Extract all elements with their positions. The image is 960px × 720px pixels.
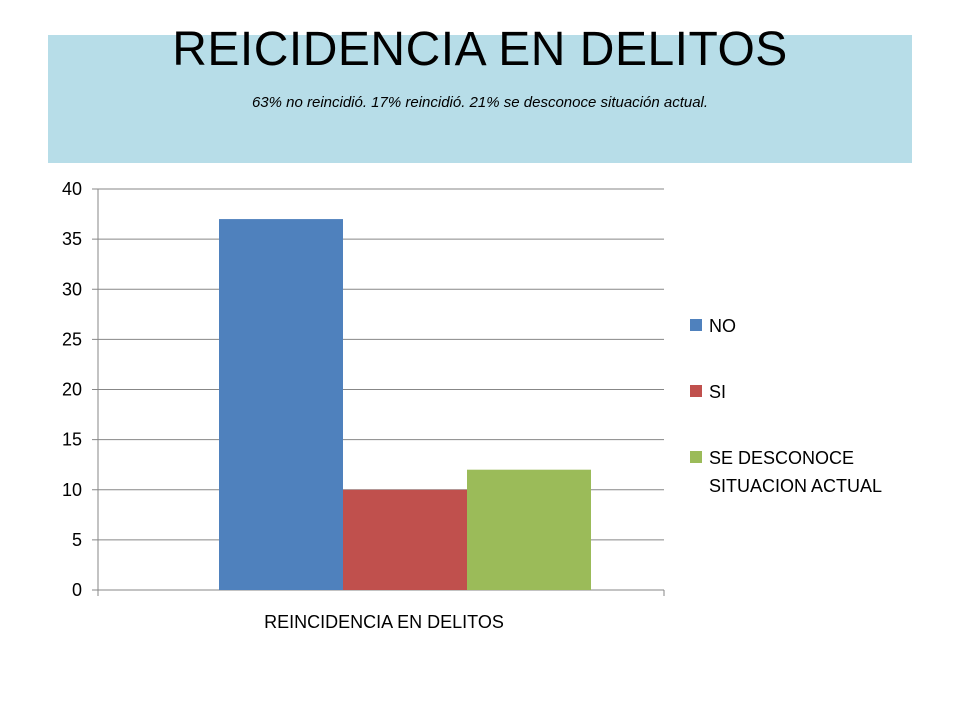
x-category-label: REINCIDENCIA EN DELITOS	[264, 612, 504, 632]
slide-subtitle: 63% no reincidió. 17% reincidió. 21% se …	[251, 94, 709, 111]
legend-label: SE DESCONOCE	[709, 448, 854, 468]
y-tick-label: 40	[62, 179, 82, 199]
y-tick-label: 30	[62, 279, 82, 299]
slide-title: REICIDENCIA EN DELITOS	[172, 23, 788, 76]
legend-swatch	[690, 319, 702, 331]
legend-label: SITUACION ACTUAL	[709, 476, 882, 496]
bar-si	[343, 489, 467, 590]
legend-swatch	[690, 451, 702, 463]
bar-se-desconoce-situacion-actual	[467, 469, 591, 590]
y-tick-label: 5	[72, 530, 82, 550]
y-tick-label: 25	[62, 329, 82, 349]
legend-label: SI	[709, 382, 726, 402]
y-tick-label: 15	[62, 430, 82, 450]
legend-swatch	[690, 385, 702, 397]
bar-no	[219, 219, 343, 590]
y-tick-label: 20	[62, 380, 82, 400]
y-tick-label: 35	[62, 229, 82, 249]
legend-label: NO	[709, 316, 736, 336]
header-band	[48, 35, 912, 163]
y-tick-label: 0	[72, 580, 82, 600]
y-tick-label: 10	[62, 480, 82, 500]
